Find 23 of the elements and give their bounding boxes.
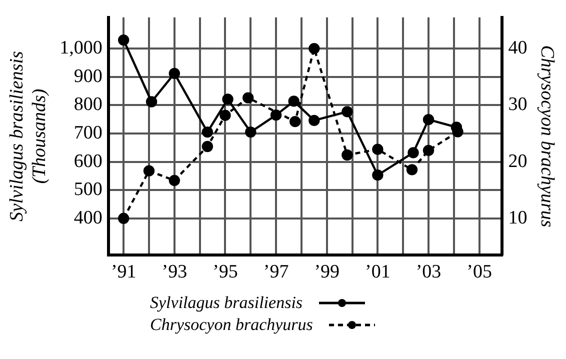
- y2-tick-label: 30: [508, 94, 528, 116]
- y2-tick-label: 40: [508, 38, 528, 59]
- y-tick-label: 500: [74, 179, 102, 200]
- x-tick-label: ’01: [365, 262, 390, 283]
- y-tick-label: 400: [74, 207, 102, 228]
- x-tick-label: ’03: [416, 262, 442, 283]
- y-tick-label: 600: [74, 150, 102, 172]
- y2-axis-title: Chrysocyon brachyurus: [536, 45, 558, 228]
- x-tick-label: ’97: [263, 262, 289, 283]
- x-tick-label: ’99: [314, 262, 340, 283]
- legend-label: Chrysocyon brachyurus: [150, 315, 313, 335]
- y2-tick-label: 20: [508, 150, 528, 172]
- x-tick-label: ’95: [212, 262, 238, 283]
- x-tick-label: ’05: [466, 262, 492, 283]
- x-tick-label: ’91: [110, 262, 136, 283]
- y-axis-title: Sylvilagus brasiliensis (Thousands): [6, 51, 50, 222]
- y-tick-label: 1,000: [60, 38, 102, 59]
- y-tick-label: 800: [74, 94, 102, 116]
- y-tick-label: 900: [74, 66, 102, 87]
- y-tick-label: 700: [74, 122, 102, 144]
- legend-label: Sylvilagus brasiliensis: [150, 293, 303, 313]
- y2-tick-label: 10: [508, 207, 528, 228]
- x-tick-label: ’93: [162, 262, 188, 283]
